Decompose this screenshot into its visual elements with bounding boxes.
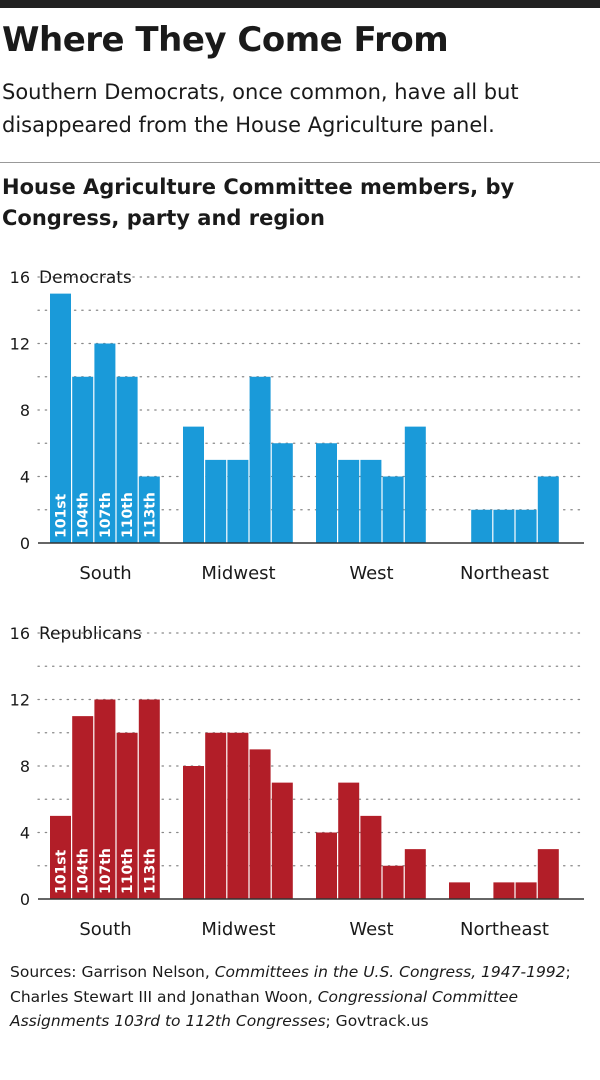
bar-midwest-107th bbox=[227, 732, 249, 899]
panel-title: Democrats bbox=[39, 268, 132, 288]
source-work-2: Congressional Committee Assignments 103r… bbox=[10, 987, 519, 1031]
bar-northeast-110th bbox=[515, 509, 537, 543]
region-label: Midwest bbox=[201, 919, 275, 940]
region-label: South bbox=[79, 563, 131, 584]
bar-northeast-110th bbox=[515, 882, 537, 899]
bar-south-107th bbox=[94, 699, 116, 899]
bar-midwest-113th bbox=[271, 443, 293, 543]
headline: Where They Come From bbox=[2, 20, 449, 60]
congress-label: 104th bbox=[76, 848, 92, 894]
source-middle: ; Charles Stewart III and Jonathan Woon, bbox=[10, 963, 571, 1006]
bar-west-101st bbox=[316, 832, 337, 899]
region-label: South bbox=[79, 919, 131, 940]
bar-west-107th bbox=[360, 815, 382, 899]
region-label: Northeast bbox=[460, 563, 549, 584]
democrats-chart: 0 4 8 12 16 Democrats 101st 104th 107th 110th 113t… bbox=[0, 262, 600, 592]
chart-title: House Agriculture Committee members, by … bbox=[2, 175, 515, 230]
y-tick-label: 8 bbox=[20, 401, 30, 420]
source-note: Sources: Garrison Nelson, Committees in … bbox=[10, 960, 595, 1034]
bar-west-104th bbox=[338, 459, 360, 543]
bar-south-107th bbox=[94, 343, 116, 543]
region-label: West bbox=[349, 919, 393, 940]
bar-south-113th bbox=[138, 699, 160, 899]
subheadline: Southern Democrats, once common, have al… bbox=[2, 80, 519, 137]
bar-midwest-110th bbox=[249, 376, 271, 543]
bar-west-113th bbox=[404, 849, 426, 899]
bar-midwest-101st bbox=[183, 766, 204, 899]
y-tick-label: 12 bbox=[10, 335, 30, 354]
y-tick-label: 8 bbox=[20, 757, 30, 776]
bar-west-113th bbox=[404, 426, 426, 543]
top-rule bbox=[0, 0, 600, 8]
congress-label: 107th bbox=[98, 848, 114, 894]
bar-midwest-107th bbox=[227, 459, 249, 543]
congress-label: 107th bbox=[98, 492, 114, 538]
bar-south-113th bbox=[138, 476, 160, 543]
region-label: West bbox=[349, 563, 393, 584]
congress-label: 113th bbox=[142, 848, 158, 894]
bar-northeast-101st bbox=[449, 882, 470, 899]
bar-northeast-107th bbox=[493, 509, 515, 543]
divider bbox=[0, 162, 600, 163]
bar-northeast-113th bbox=[537, 476, 559, 543]
congress-label: 101st bbox=[54, 493, 70, 538]
bar-south-110th bbox=[116, 376, 138, 543]
y-tick-label: 4 bbox=[20, 824, 30, 843]
bar-northeast-113th bbox=[537, 849, 559, 899]
y-tick-label: 16 bbox=[10, 624, 30, 643]
y-tick-label: 12 bbox=[10, 691, 30, 710]
bar-midwest-104th bbox=[205, 732, 227, 899]
bar-west-110th bbox=[382, 865, 404, 899]
y-tick-label: 4 bbox=[20, 468, 30, 487]
congress-label: 110th bbox=[120, 848, 136, 894]
republicans-chart-svg: 0 4 8 12 16 Republicans 101st 104th 107th 110th 11… bbox=[10, 624, 585, 940]
y-tick-label: 16 bbox=[10, 268, 30, 287]
bar-midwest-110th bbox=[249, 749, 271, 899]
bar-west-104th bbox=[338, 782, 360, 899]
bar-west-101st bbox=[316, 443, 337, 543]
bar-west-107th bbox=[360, 459, 382, 543]
bar-south-101st bbox=[50, 815, 71, 899]
republicans-chart: 0 4 8 12 16 Republicans 101st 104th 107th 110th 11… bbox=[0, 618, 600, 948]
bar-northeast-104th bbox=[471, 509, 493, 543]
congress-label: 113th bbox=[142, 492, 158, 538]
bar-south-104th bbox=[72, 376, 94, 543]
bar-west-110th bbox=[382, 476, 404, 543]
y-tick-label: 0 bbox=[20, 890, 30, 909]
panel-title: Republicans bbox=[39, 624, 142, 644]
source-prefix: Sources: Garrison Nelson, bbox=[10, 963, 215, 981]
bar-midwest-101st bbox=[183, 426, 204, 543]
bar-midwest-113th bbox=[271, 782, 293, 899]
bar-northeast-107th bbox=[493, 882, 515, 899]
congress-label: 101st bbox=[54, 849, 70, 894]
bar-midwest-104th bbox=[205, 459, 227, 543]
congress-label: 110th bbox=[120, 492, 136, 538]
bar-south-110th bbox=[116, 732, 138, 899]
region-label: Midwest bbox=[201, 563, 275, 584]
bar-south-101st bbox=[50, 293, 71, 543]
bar-south-104th bbox=[72, 716, 94, 899]
source-suffix: ; Govtrack.us bbox=[325, 1012, 429, 1030]
source-work-1: Committees in the U.S. Congress, 1947-19… bbox=[214, 963, 566, 981]
democrats-chart-svg: 0 4 8 12 16 Democrats 101st 104th 107th 110th 113t… bbox=[10, 268, 585, 584]
y-tick-label: 0 bbox=[20, 534, 30, 553]
region-label: Northeast bbox=[460, 919, 549, 940]
congress-label: 104th bbox=[76, 492, 92, 538]
